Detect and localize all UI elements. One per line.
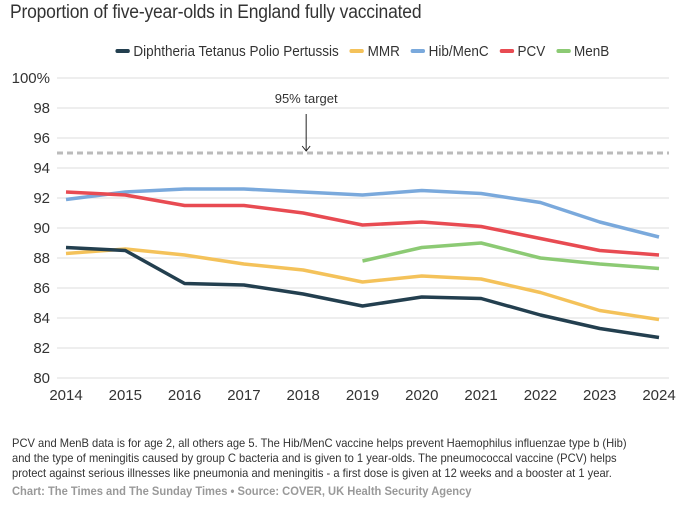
y-tick-label: 94 <box>33 160 50 177</box>
y-tick-label: 98 <box>33 100 50 117</box>
x-tick-label: 2022 <box>524 387 557 404</box>
chart-notes: PCV and MenB data is for age 2, all othe… <box>12 436 640 481</box>
series-lines <box>65 187 660 340</box>
legend-swatch-icon <box>556 49 571 53</box>
y-tick-label: 92 <box>33 190 50 207</box>
series-line-pcv <box>65 190 660 257</box>
notes-line: and the type of meningitis caused by gro… <box>12 451 617 465</box>
series-line-hib-menc <box>65 187 660 239</box>
legend-label: MenB <box>574 42 610 60</box>
y-tick-label: 82 <box>33 340 50 357</box>
y-tick-label: 90 <box>33 220 50 237</box>
x-tick-label: 2017 <box>227 387 260 404</box>
y-tick-label: 84 <box>33 310 50 327</box>
series-line-mmr <box>65 247 660 322</box>
annotation-label: 95% target <box>275 91 338 106</box>
legend-item: Hib/MenC <box>410 42 489 60</box>
legend-swatch-icon <box>410 49 426 53</box>
series-line-diphtheria-tetanus-polio-pertussis <box>65 245 660 340</box>
legend-label: PCV <box>517 42 546 60</box>
y-axis-ticks: 80 82 84 86 88 90 92 94 96 98 100% <box>12 70 50 387</box>
legend-item: PCV <box>499 42 546 60</box>
legend-swatch-icon <box>349 49 365 53</box>
legend-item: MenB <box>556 43 609 60</box>
legend-items: Diphtheria Tetanus Polio Pertussis MMR Hib… <box>110 40 615 60</box>
x-axis-ticks: 2014 2015 2016 2017 2018 2019 2020 2021 2022 2023… <box>49 387 675 404</box>
x-tick-label: 2023 <box>583 387 616 404</box>
x-tick-label: 2018 <box>287 387 320 404</box>
legend-label: MMR <box>367 42 400 60</box>
notes-line: protect against serious illnesses like p… <box>12 466 612 480</box>
annotations: 95% target <box>275 91 338 152</box>
x-tick-label: 2014 <box>49 387 82 404</box>
y-tick-label: 100% <box>12 70 50 87</box>
legend-swatch-icon <box>499 49 514 53</box>
y-tick-label: 86 <box>33 280 50 297</box>
chart-title: Proportion of five-year-olds in England … <box>10 2 422 23</box>
chart-credit: Chart: The Times and The Sunday Times • … <box>12 484 472 498</box>
x-tick-label: 2016 <box>168 387 201 404</box>
y-tick-label: 88 <box>33 250 50 267</box>
chart-legend: Diphtheria Tetanus Polio Pertussis MMR Hib… <box>0 40 695 60</box>
x-tick-label: 2020 <box>405 387 438 404</box>
y-tick-label: 80 <box>33 370 50 387</box>
legend-label: Diphtheria Tetanus Polio Pertussis <box>133 42 339 60</box>
legend-swatch-icon <box>115 49 130 53</box>
legend-label: Hib/MenC <box>428 42 489 60</box>
x-tick-label: 2021 <box>464 387 497 404</box>
series-line-menb <box>362 241 660 271</box>
x-tick-label: 2015 <box>109 387 142 404</box>
legend-item: Diphtheria Tetanus Polio Pertussis <box>115 42 339 60</box>
gridlines <box>57 77 669 379</box>
annotation-arrow-icon <box>301 114 311 152</box>
notes-line: PCV and MenB data is for age 2, all othe… <box>12 436 627 450</box>
x-tick-label: 2019 <box>346 387 379 404</box>
y-tick-label: 96 <box>33 130 50 147</box>
x-tick-label: 2024 <box>642 387 675 404</box>
legend-item: MMR <box>349 42 400 60</box>
